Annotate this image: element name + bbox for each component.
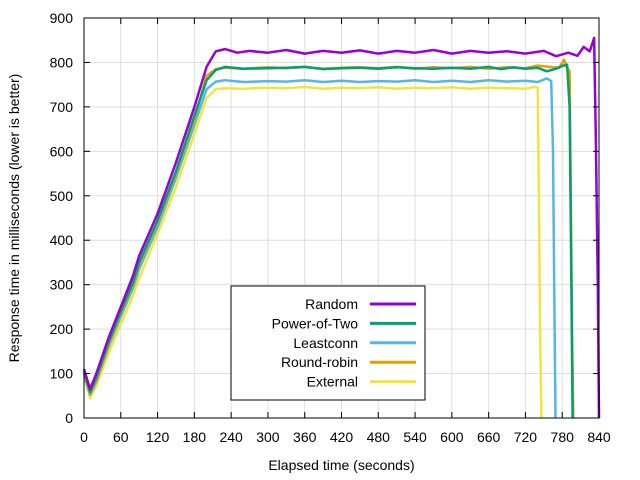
y-tick-label: 700 [50, 99, 74, 115]
y-tick-label: 0 [65, 410, 73, 426]
legend-label: Leastconn [293, 335, 358, 351]
y-tick-label: 300 [50, 277, 74, 293]
x-tick-label: 180 [183, 429, 207, 445]
legend-label: Random [305, 296, 358, 312]
legend-label: Round-robin [281, 354, 358, 370]
series-lines [82, 36, 601, 419]
y-tick-label: 900 [50, 10, 74, 26]
x-tick-label: 300 [256, 429, 280, 445]
x-axis-label: Elapsed time (seconds) [268, 457, 414, 473]
x-tick-label: 720 [514, 429, 538, 445]
x-tick-label: 660 [477, 429, 501, 445]
x-tick-label: 480 [367, 429, 391, 445]
legend: Random Power-of-Two Leastconn Round-robin Ex… [230, 285, 426, 401]
x-tick-label: 540 [403, 429, 427, 445]
x-tick-label: 240 [219, 429, 243, 445]
x-tick-label: 780 [551, 429, 575, 445]
y-tick-label: 200 [50, 321, 74, 337]
x-tick-label: 0 [80, 429, 88, 445]
series-line-random [82, 36, 601, 419]
x-tick-label: 840 [587, 429, 611, 445]
y-tick-label: 800 [50, 54, 74, 70]
x-tick-label: 360 [293, 429, 317, 445]
axis-ticks: 0 60 120 180 240 300 360 420 480 540 600 660 720 780 8… [50, 10, 611, 445]
y-tick-label: 100 [50, 366, 74, 382]
x-tick-label: 600 [440, 429, 464, 445]
y-tick-label: 400 [50, 232, 74, 248]
y-tick-label: 600 [50, 143, 74, 159]
legend-label: External [307, 374, 358, 390]
series-line-power-of-two [82, 63, 574, 419]
x-tick-label: 60 [113, 429, 129, 445]
series-line-external [82, 85, 543, 419]
x-tick-label: 420 [330, 429, 354, 445]
legend-label: Power-of-Two [272, 315, 359, 331]
x-tick-label: 120 [146, 429, 170, 445]
y-axis-label: Response time in milliseconds (lower is … [6, 74, 22, 363]
y-tick-label: 500 [50, 188, 74, 204]
